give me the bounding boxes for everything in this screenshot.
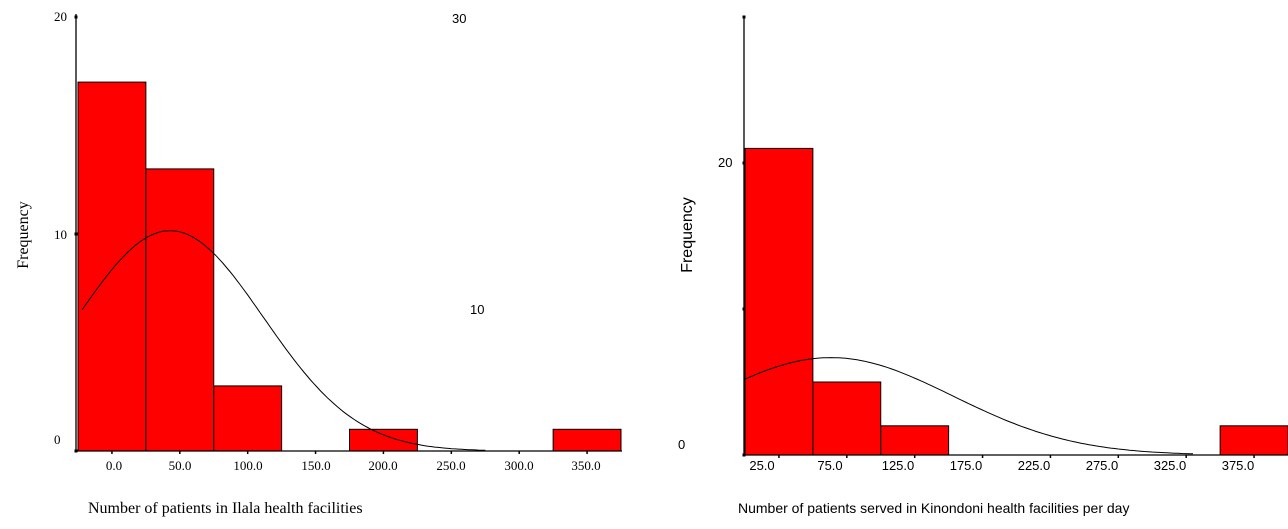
ilala-xtick-label: 350.0 (571, 458, 601, 473)
kinondoni-ytick-label-0: 0 (678, 437, 686, 452)
ilala-xtick-label: 250.0 (436, 458, 466, 473)
kinondoni-normal-curve (744, 357, 1194, 455)
ilala-ytick (74, 15, 78, 19)
kinondoni-bar (1219, 425, 1288, 456)
kinondoni-xtick-label: 175.0 (949, 458, 983, 473)
kinondoni-xtick-label: 275.0 (1085, 458, 1119, 473)
ilala-bar (213, 385, 283, 452)
kinondoni-xtick-label: 25.0 (749, 458, 775, 473)
kinondoni-bar (744, 147, 814, 456)
kinondoni-bar (812, 381, 882, 456)
kinondoni-ytick (742, 453, 746, 457)
ilala-bar (349, 428, 418, 452)
ilala-xtick-label: 150.0 (301, 458, 331, 473)
ilala-ytick-label-10: 10 (54, 227, 67, 242)
kinondoni-ytick-label-20: 20 (718, 155, 733, 170)
kinondoni-xtick-label: 75.0 (817, 458, 843, 473)
ilala-xtick-label: 0.0 (105, 458, 123, 473)
ilala-bar (145, 168, 215, 452)
kinondoni-xtick-label: 375.0 (1221, 458, 1255, 473)
ilala-xlabel: Number of patients in Ilala health facil… (88, 500, 363, 517)
ilala-xtick-label: 100.0 (233, 458, 263, 473)
kinondoni-xtick-label: 125.0 (881, 458, 915, 473)
ilala-ytick (74, 449, 78, 453)
ilala-xtick-label: 200.0 (368, 458, 398, 473)
ilala-stray-label-30: 30 (452, 11, 467, 26)
kinondoni-histogram (742, 15, 1288, 458)
kinondoni-ylabel: Frequency (679, 197, 696, 273)
kinondoni-ytick (742, 15, 746, 19)
kinondoni-xtick-label: 225.0 (1017, 458, 1051, 473)
kinondoni-ytick (742, 307, 746, 311)
ilala-bar (77, 81, 147, 452)
ilala-xtick-label: 50.0 (168, 458, 192, 473)
ilala-normal-curve (81, 230, 486, 451)
ilala-histogram (74, 14, 622, 454)
kinondoni-bar (880, 425, 950, 456)
ilala-xtick-label: 300.0 (504, 458, 534, 473)
kinondoni-xtick-label: 325.0 (1153, 458, 1187, 473)
ilala-stray-label-10: 10 (470, 302, 485, 317)
ilala-bar (552, 428, 622, 452)
ilala-ytick-label-20: 20 (54, 9, 67, 24)
kinondoni-xlabel: Number of patients served in Kinondoni h… (738, 500, 1130, 516)
ilala-ylabel: Frequency (15, 201, 32, 269)
ilala-ytick (74, 232, 78, 236)
kinondoni-ytick (742, 161, 746, 165)
ilala-ytick-label-0: 0 (54, 432, 61, 447)
